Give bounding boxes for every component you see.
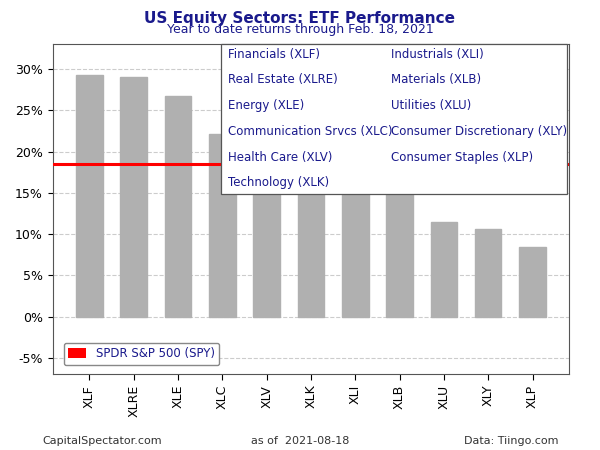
Text: Consumer Staples (XLP): Consumer Staples (XLP) [391, 151, 533, 163]
Bar [386, 174, 413, 316]
Bar [121, 77, 147, 316]
Text: Communication Srvcs (XLC): Communication Srvcs (XLC) [228, 125, 393, 138]
Bar [431, 222, 457, 316]
Text: as of  2021-08-18: as of 2021-08-18 [251, 436, 349, 446]
Text: Real Estate (XLRE): Real Estate (XLRE) [228, 73, 338, 86]
Bar [253, 153, 280, 316]
Bar [209, 134, 236, 316]
Bar [165, 96, 191, 316]
Text: Consumer Discretionary (XLY): Consumer Discretionary (XLY) [391, 125, 567, 138]
Bar [342, 173, 368, 316]
Text: Industrials (XLI): Industrials (XLI) [391, 48, 484, 61]
Text: Year to date returns through Feb. 18, 2021: Year to date returns through Feb. 18, 20… [167, 22, 433, 36]
Legend: SPDR S&P 500 (SPY): SPDR S&P 500 (SPY) [64, 343, 219, 365]
Text: CapitalSpectator.com: CapitalSpectator.com [42, 436, 161, 446]
Text: Health Care (XLV): Health Care (XLV) [228, 151, 332, 163]
Bar [76, 75, 103, 316]
Text: Financials (XLF): Financials (XLF) [228, 48, 320, 61]
Bar [519, 247, 546, 316]
Text: US Equity Sectors: ETF Performance: US Equity Sectors: ETF Performance [145, 11, 455, 26]
Text: Energy (XLE): Energy (XLE) [228, 99, 305, 112]
FancyBboxPatch shape [221, 44, 567, 194]
Bar [298, 170, 324, 316]
Text: Technology (XLK): Technology (XLK) [228, 176, 329, 189]
Bar [475, 229, 502, 316]
Text: Materials (XLB): Materials (XLB) [391, 73, 481, 86]
Text: Data: Tiingo.com: Data: Tiingo.com [464, 436, 558, 446]
Text: Utilities (XLU): Utilities (XLU) [391, 99, 471, 112]
